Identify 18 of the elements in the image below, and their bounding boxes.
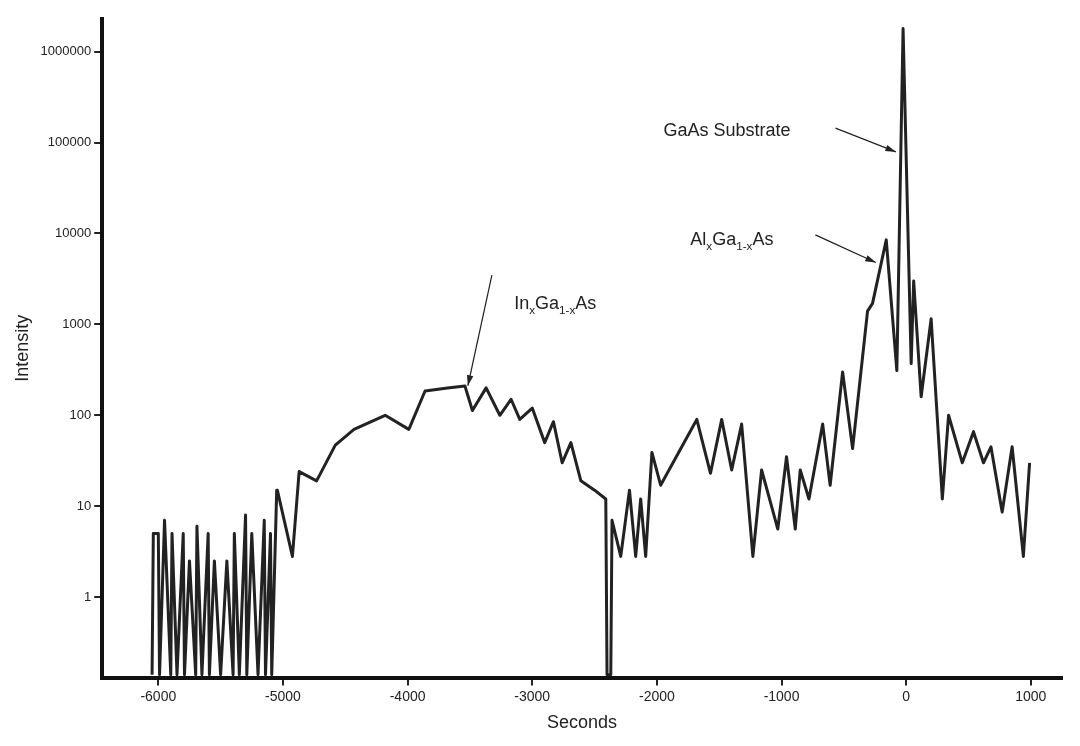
y-tick-label: 1000000 [40, 43, 92, 59]
y-tick-label: 10 [76, 497, 92, 513]
y-tick-label: 1 [83, 588, 92, 604]
y-axis-title: Intensity [11, 314, 32, 382]
y-tick-label: 1000 [62, 315, 92, 331]
y-tick-label: 100000 [47, 134, 92, 150]
annotation: GaAs Substrate [663, 119, 791, 140]
x-tick-label: -6000 [140, 687, 177, 704]
x-tick-label: -2000 [638, 687, 676, 704]
x-tick-label: 1000 [1015, 687, 1047, 704]
x-tick-label: -3000 [514, 687, 551, 704]
x-tick-label: -1000 [763, 687, 800, 704]
x-tick-label: 0 [902, 687, 911, 704]
y-tick-label: 10000 [55, 225, 92, 241]
y-tick-label: 100 [69, 406, 92, 422]
x-tick-label: -5000 [265, 687, 302, 704]
x-axis-title: Seconds [547, 712, 618, 733]
x-tick-label: -4000 [389, 687, 426, 704]
